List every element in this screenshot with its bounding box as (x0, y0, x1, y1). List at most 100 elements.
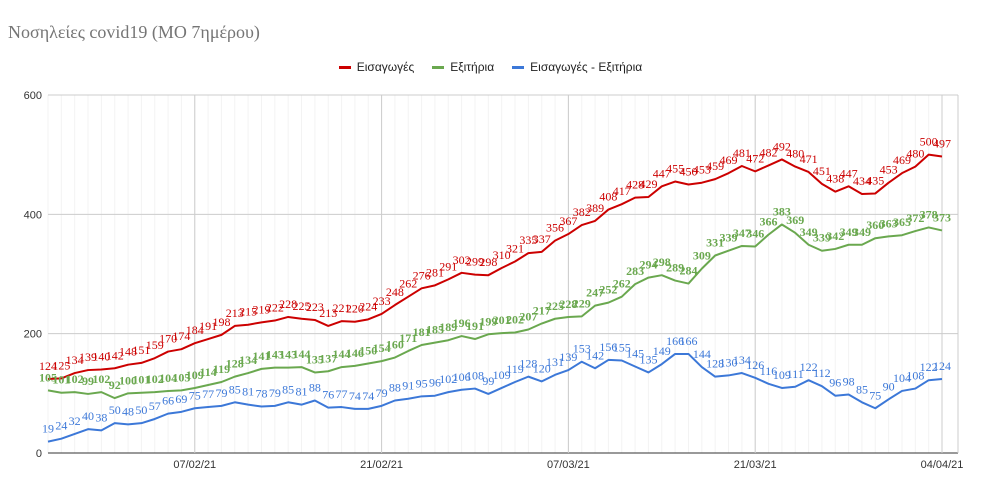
data-label: 450 (679, 165, 697, 179)
data-label: 109 (493, 368, 511, 382)
data-label: 337 (533, 232, 551, 246)
data-label: 480 (906, 147, 924, 161)
data-label: 148 (119, 345, 137, 359)
data-label: 378 (920, 207, 938, 221)
data-label: 335 (519, 233, 537, 247)
data-label: 119 (506, 362, 524, 376)
data-label: 447 (840, 166, 858, 180)
data-label: 130 (720, 355, 738, 369)
data-label: 247 (586, 286, 604, 300)
data-label: 108 (906, 369, 924, 383)
data-label: 102 (439, 372, 457, 386)
data-label: 57 (149, 399, 161, 413)
data-label: 283 (626, 264, 644, 278)
data-label: 262 (399, 277, 417, 291)
y-tick-label: 400 (24, 209, 42, 221)
data-label: 262 (613, 277, 631, 291)
data-label: 366 (760, 215, 778, 229)
data-label: 101 (132, 373, 150, 387)
data-label: 191 (199, 319, 217, 333)
data-label: 217 (533, 304, 551, 318)
data-label: 310 (493, 248, 511, 262)
data-label: 66 (162, 394, 174, 408)
data-label: 213 (319, 306, 337, 320)
data-label: 134 (733, 353, 751, 367)
data-label: 171 (399, 331, 417, 345)
data-label: 202 (506, 312, 524, 326)
data-label: 146 (346, 346, 364, 360)
data-label: 215 (239, 305, 257, 319)
data-label: 289 (666, 261, 684, 275)
data-label: 309 (693, 249, 711, 263)
data-label: 98 (843, 375, 855, 389)
data-label: 459 (706, 159, 724, 173)
data-label: 455 (666, 162, 684, 176)
data-label: 122 (800, 360, 818, 374)
data-label: 252 (599, 283, 617, 297)
data-label: 102 (146, 372, 164, 386)
data-label: 189 (439, 320, 457, 334)
data-label: 342 (826, 229, 844, 243)
data-label: 119 (213, 362, 230, 376)
data-label: 77 (202, 387, 214, 401)
data-label: 191 (466, 319, 484, 333)
data-label: 78 (255, 386, 267, 400)
data-label: 109 (773, 368, 791, 382)
data-label: 447 (653, 166, 671, 180)
data-label: 75 (869, 388, 881, 402)
data-label: 135 (306, 352, 324, 366)
data-label: 101 (52, 373, 70, 387)
data-label: 131 (546, 355, 564, 369)
data-label: 140 (92, 349, 110, 363)
legend-label: Εισαγωγές (356, 60, 415, 74)
data-label: 166 (679, 334, 697, 348)
data-label: 302 (453, 253, 471, 267)
data-label: 91 (402, 379, 414, 393)
data-label: 76 (322, 388, 334, 402)
data-label: 281 (426, 265, 444, 279)
data-label: 229 (573, 296, 591, 310)
data-label: 48 (122, 404, 134, 418)
data-label: 128 (519, 357, 537, 371)
data-label: 222 (266, 301, 284, 315)
data-label: 143 (279, 348, 297, 362)
data-label: 221 (333, 301, 351, 315)
data-label: 102 (66, 372, 84, 386)
x-tick-label: 07/03/21 (547, 459, 590, 471)
series-line-1 (47, 153, 943, 381)
data-label: 383 (773, 204, 791, 218)
data-label: 32 (69, 414, 81, 428)
data-label: 363 (880, 216, 898, 230)
data-label: 472 (746, 151, 764, 165)
data-label: 116 (760, 364, 778, 378)
data-label: 369 (786, 213, 804, 227)
data-label: 198 (212, 315, 230, 329)
data-label: 500 (920, 135, 938, 149)
data-label: 139 (559, 350, 577, 364)
data-label: 339 (813, 231, 831, 245)
data-label: 438 (826, 172, 844, 186)
data-label: 106 (453, 370, 471, 384)
data-label: 77 (336, 387, 348, 401)
data-label: 199 (479, 314, 497, 328)
data-label: 349 (840, 225, 858, 239)
data-label: 143 (266, 348, 284, 362)
data-label: 85 (229, 382, 241, 396)
data-label: 339 (720, 231, 738, 245)
data-label: 128 (706, 357, 724, 371)
data-label: 248 (386, 285, 404, 299)
legend-item-discharges[interactable]: Εξιτήρια (432, 60, 494, 74)
data-label: 174 (172, 329, 190, 343)
data-label: 128 (226, 357, 244, 371)
x-tick-label: 21/03/21 (734, 459, 777, 471)
data-label: 166 (666, 334, 684, 348)
legend-item-admissions[interactable]: Εισαγωγές (338, 60, 415, 74)
data-label: 141 (252, 349, 270, 363)
data-label: 142 (106, 348, 124, 362)
data-label: 74 (349, 389, 361, 403)
data-label: 223 (306, 300, 324, 314)
legend-item-difference[interactable]: Εισαγωγές - Εξιτήρια (512, 60, 642, 74)
legend-swatch-blue (512, 65, 525, 69)
data-label: 24 (55, 419, 67, 433)
data-label: 228 (279, 297, 297, 311)
